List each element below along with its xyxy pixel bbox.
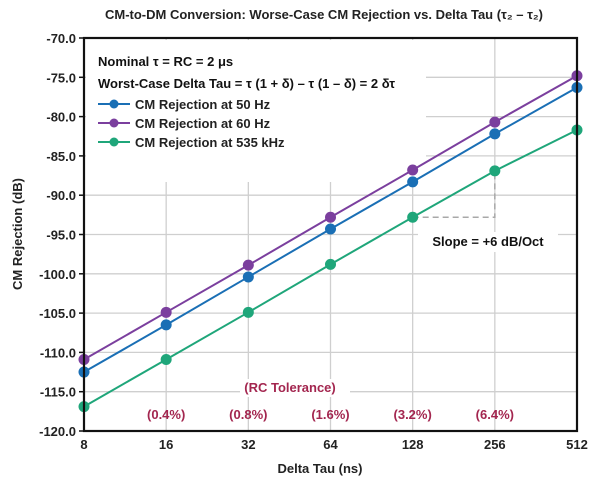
worst-case-annotation: Worst-Case Delta Tau = τ (1 + δ) – τ (1 … bbox=[98, 76, 395, 91]
legend-marker bbox=[109, 137, 119, 147]
x-tick-label: 16 bbox=[159, 437, 173, 452]
chart-title: CM-to-DM Conversion: Worse-Case CM Rejec… bbox=[105, 7, 543, 22]
y-tick-label: -70.0 bbox=[46, 31, 76, 46]
x-axis-label: Delta Tau (ns) bbox=[278, 461, 363, 476]
legend: CM Rejection at 50 Hz CM Rejection at 60 … bbox=[98, 97, 285, 150]
data-point bbox=[407, 211, 419, 223]
legend-marker bbox=[109, 118, 119, 128]
rc-tolerance-labels: (0.4%) (0.8%) (1.6%) (3.2%) (6.4%) bbox=[147, 379, 514, 422]
rc-tolerance-label: (0.4%) bbox=[147, 407, 185, 422]
y-tick-label: -115.0 bbox=[40, 385, 76, 400]
data-point bbox=[407, 176, 419, 188]
y-tick-label: -105.0 bbox=[39, 306, 76, 321]
data-point bbox=[489, 165, 501, 177]
data-point bbox=[242, 259, 254, 271]
y-tick-label: -80.0 bbox=[46, 110, 76, 125]
annotation-background bbox=[86, 40, 426, 182]
rc-tolerance-title: (RC Tolerance) bbox=[244, 380, 336, 395]
data-point bbox=[325, 223, 336, 235]
rc-tolerance-label: (3.2%) bbox=[394, 407, 432, 422]
data-point bbox=[160, 319, 172, 331]
rc-tolerance-label: (6.4%) bbox=[476, 407, 514, 422]
data-point bbox=[407, 164, 419, 176]
rc-tolerance-label: (0.8%) bbox=[229, 407, 267, 422]
slope-label-background bbox=[418, 232, 558, 252]
y-tick-label: -75.0 bbox=[46, 70, 76, 85]
x-tick-label: 64 bbox=[323, 437, 338, 452]
y-tick-label: -110.0 bbox=[40, 345, 76, 360]
data-point bbox=[489, 116, 501, 128]
slope-guide bbox=[412, 170, 558, 252]
legend-label: CM Rejection at 50 Hz bbox=[135, 97, 271, 112]
x-tick-label: 32 bbox=[241, 437, 255, 452]
data-point bbox=[242, 306, 254, 318]
y-tick-label: -95.0 bbox=[46, 228, 76, 243]
legend-marker bbox=[109, 99, 119, 109]
data-point bbox=[160, 353, 172, 365]
y-tick-label: -85.0 bbox=[46, 149, 76, 164]
data-point bbox=[325, 211, 336, 223]
data-point bbox=[325, 258, 336, 270]
y-tick-label: -100.0 bbox=[39, 267, 76, 282]
y-tick-label: -90.0 bbox=[46, 188, 76, 203]
y-tick-label: -120.0 bbox=[39, 424, 76, 439]
x-tick-label: 256 bbox=[484, 437, 506, 452]
tolerance-title-background bbox=[240, 379, 350, 397]
x-tick-label: 512 bbox=[566, 437, 588, 452]
data-point bbox=[242, 271, 254, 283]
x-tick-label: 128 bbox=[402, 437, 424, 452]
axes bbox=[79, 36, 579, 433]
legend-label: CM Rejection at 60 Hz bbox=[135, 116, 271, 131]
x-tick-label: 8 bbox=[80, 437, 87, 452]
y-axis-label: CM Rejection (dB) bbox=[10, 178, 25, 290]
legend-label: CM Rejection at 535 kHz bbox=[135, 135, 285, 150]
rc-tolerance-label: (1.6%) bbox=[311, 407, 349, 422]
slope-annotation: Slope = +6 dB/Oct bbox=[432, 234, 544, 249]
data-point bbox=[160, 306, 172, 318]
data-point bbox=[489, 128, 501, 140]
x-tick-labels: 8 16 32 64 128 256 512 bbox=[80, 437, 587, 452]
series-group bbox=[78, 70, 583, 413]
slope-guide-line bbox=[412, 170, 496, 218]
y-tick-labels: -70.0 -75.0 -80.0 -85.0 -90.0 -95.0 -100.0 -105… bbox=[39, 31, 76, 439]
nominal-annotation: Nominal τ = RC = 2 μs bbox=[98, 54, 233, 69]
